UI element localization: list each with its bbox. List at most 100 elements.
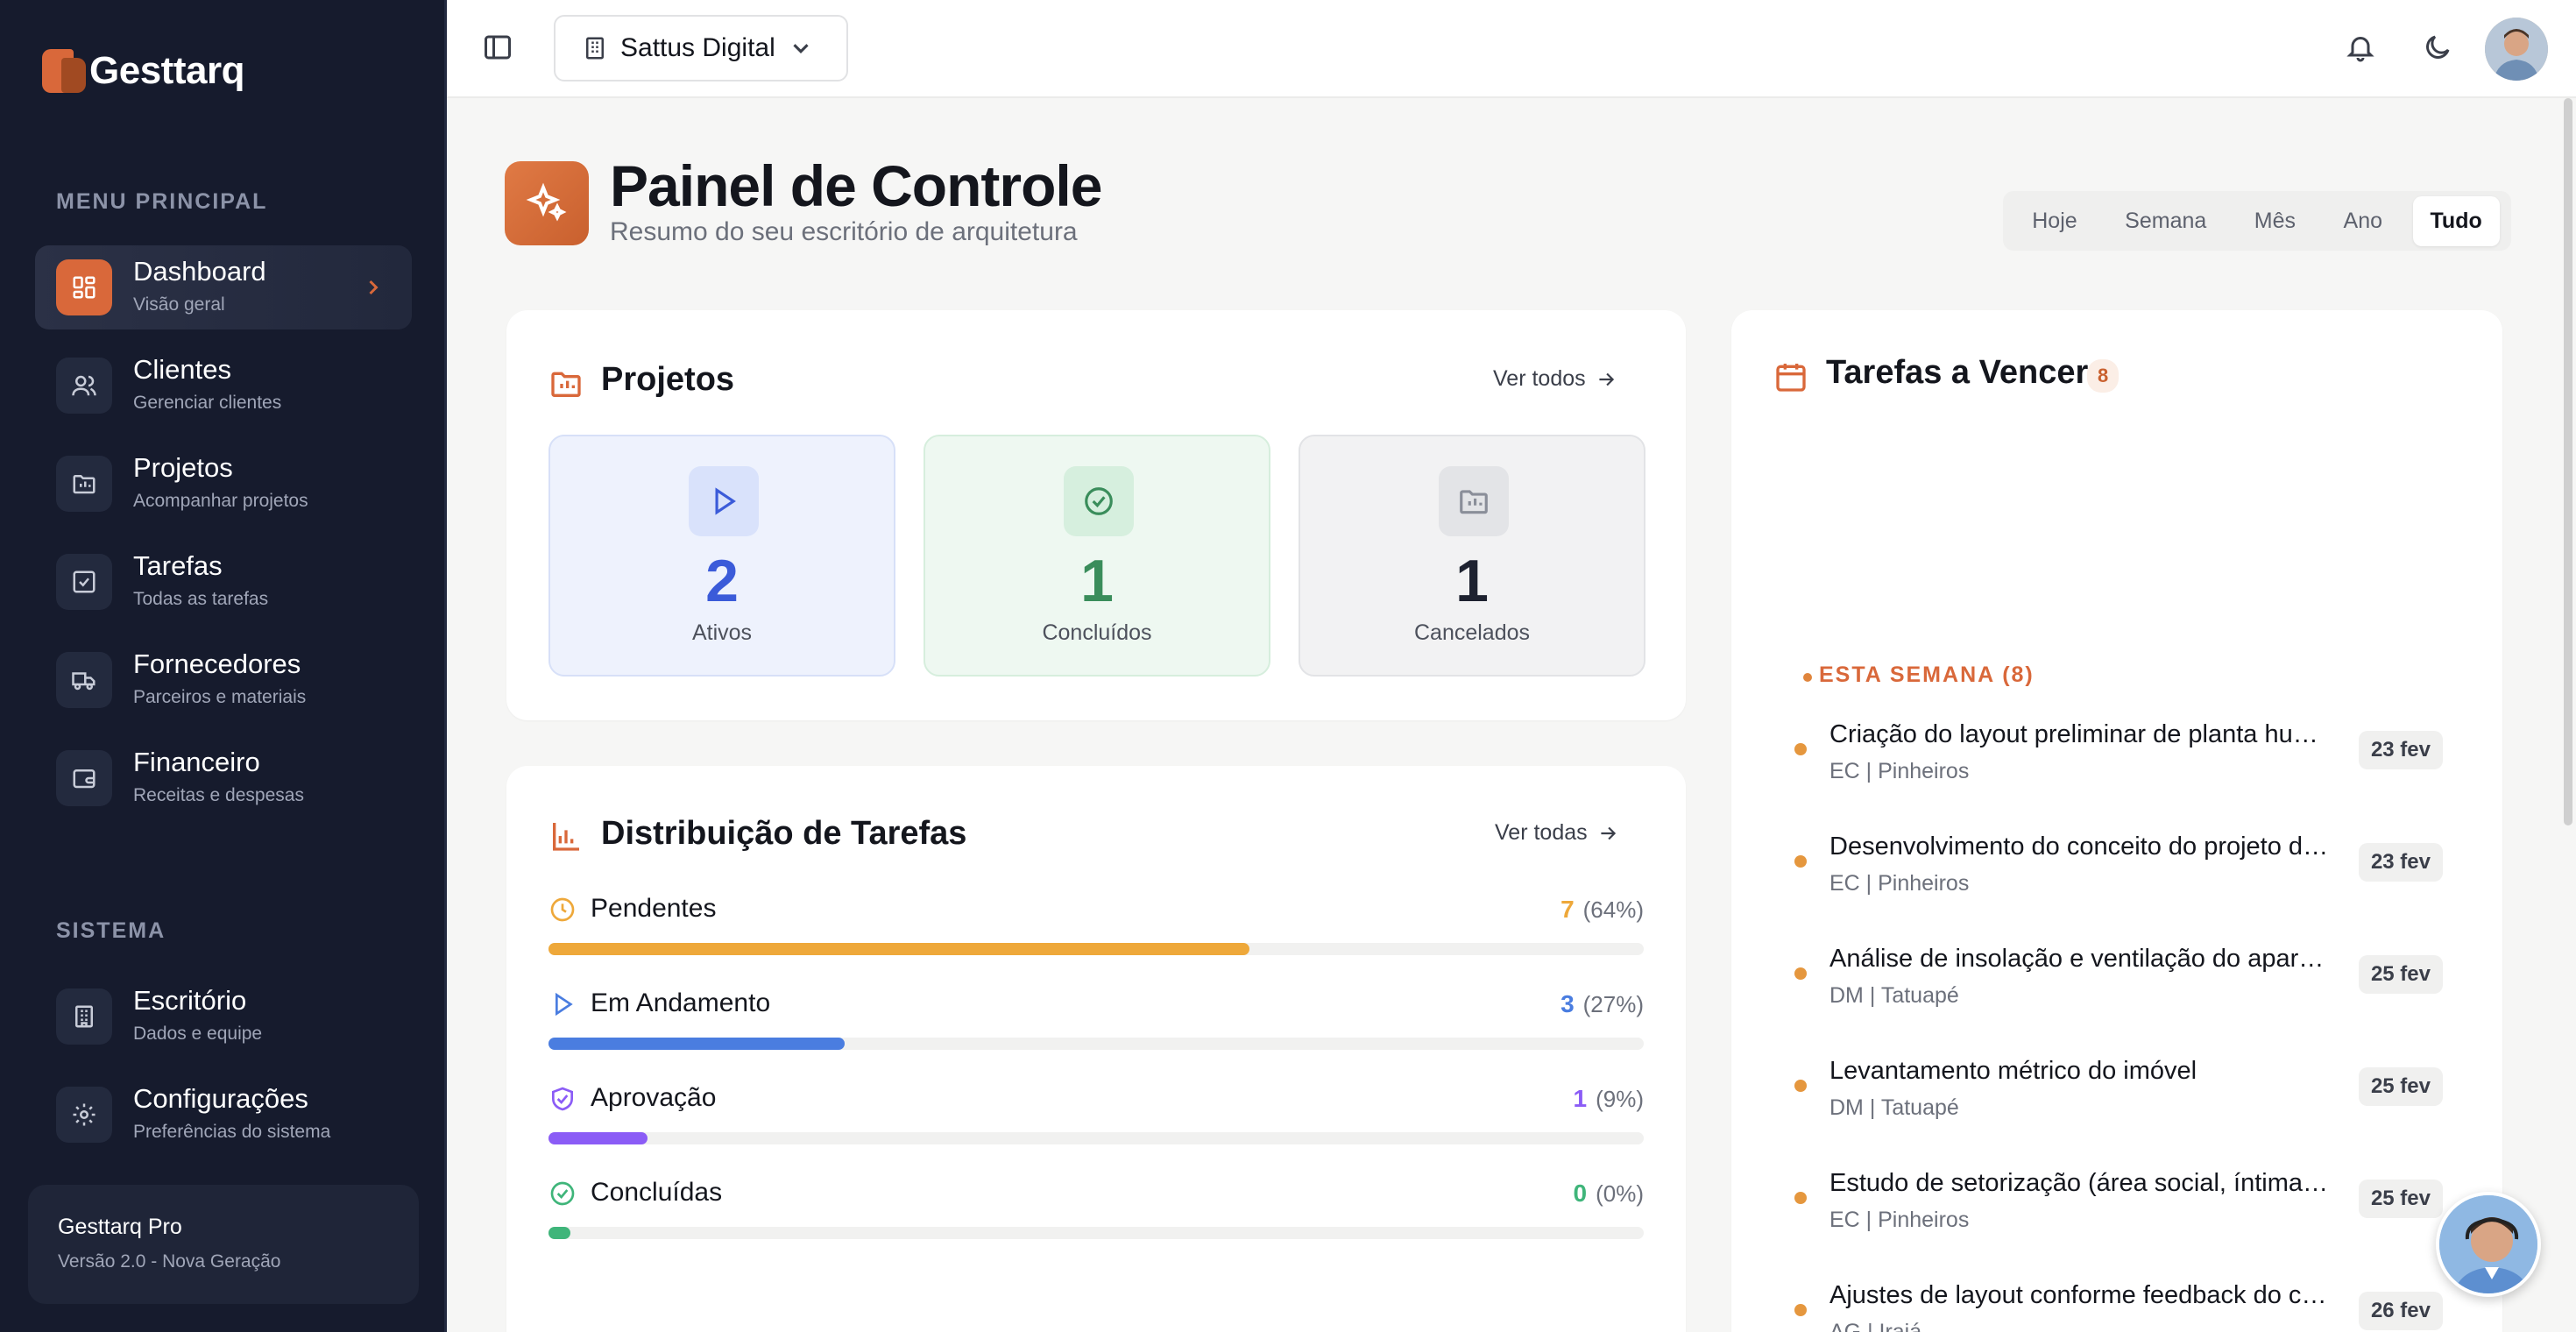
sidebar-item-fornecedores[interactable]: Fornecedores Parceiros e materiais (35, 638, 412, 722)
gear-icon (56, 1087, 112, 1143)
stat-value: 1 (1080, 548, 1114, 614)
app-name: Gesttarq (89, 49, 244, 92)
stat-value: 2 (705, 548, 739, 614)
distribution-label: Concluídas (591, 1178, 723, 1207)
sidebar-item-sub: Visão geral (133, 294, 225, 315)
distribution-count: 3 (1560, 990, 1575, 1017)
folder-icon (56, 456, 112, 512)
task-item[interactable]: Desenvolvimento do conceito do projeto d… (1794, 825, 2443, 913)
menu-section-title: MENU PRINCIPAL (56, 189, 268, 214)
task-item[interactable]: Estudo de setorização (área social, ínti… (1794, 1162, 2443, 1250)
building-icon (586, 37, 604, 60)
distribution-value: 1 (9%) (1574, 1085, 1644, 1113)
sidebar-item-projetos[interactable]: Projetos Acompanhar projetos (35, 442, 412, 526)
distribution-row-aprovacao[interactable]: Aprovação 1 (9%) (548, 1083, 1644, 1146)
stat-concluidos[interactable]: 1 Concluídos (924, 435, 1270, 677)
check-circle-icon (550, 1181, 575, 1206)
distribution-label: Aprovação (591, 1083, 717, 1112)
app-logo[interactable]: Gesttarq (42, 49, 244, 93)
task-due-date: 25 fev (2358, 955, 2443, 994)
sidebar-toggle-icon[interactable] (482, 32, 513, 63)
play-icon (556, 992, 573, 1017)
task-title: Estudo de setorização (área social, ínti… (1829, 1169, 2329, 1197)
task-status-dot (1794, 1192, 1807, 1204)
sidebar-item-sub: Preferências do sistema (133, 1122, 331, 1142)
sidebar-item-dashboard[interactable]: Dashboard Visão geral (35, 245, 412, 329)
progress-fill (548, 1132, 648, 1144)
task-item[interactable]: Análise de insolação e ventilação do apa… (1794, 938, 2443, 1025)
task-due-date: 25 fev (2358, 1180, 2443, 1218)
task-due-date: 23 fev (2358, 843, 2443, 882)
distribution-count: 0 (1573, 1180, 1588, 1207)
task-title: Análise de insolação e ventilação do apa… (1829, 945, 2329, 973)
period-tab-tudo[interactable]: Tudo (2412, 195, 2500, 246)
view-all-projects-link[interactable]: Ver todos (1493, 366, 1617, 392)
folder-icon (551, 372, 581, 397)
sidebar-item-label: Fornecedores (133, 648, 301, 679)
sidebar-item-configuracoes[interactable]: Configurações Preferências do sistema (35, 1073, 412, 1157)
support-agent-icon (2439, 1195, 2537, 1293)
stat-cancelados[interactable]: 1 Cancelados (1299, 435, 1645, 677)
bell-icon[interactable] (2345, 32, 2376, 63)
sidebar-item-sub: Todas as tarefas (133, 589, 269, 609)
check-circle-icon (1064, 466, 1134, 536)
distribution-count: 1 (1573, 1085, 1588, 1112)
distribution-value: 0 (0%) (1574, 1180, 1644, 1208)
stat-ativos[interactable]: 2 Ativos (548, 435, 895, 677)
support-chat-button[interactable] (2436, 1192, 2541, 1297)
sidebar: Gesttarq MENU PRINCIPAL Dashboard Visão … (0, 0, 447, 1332)
task-title: Ajustes de layout conforme feedback do c… (1829, 1281, 2329, 1309)
plan-version: Versão 2.0 - Nova Geração (58, 1251, 281, 1272)
scrollbar[interactable] (2564, 98, 2572, 825)
distribution-count: 7 (1560, 896, 1575, 923)
task-item[interactable]: Criação do layout preliminar de planta h… (1794, 713, 2443, 801)
sidebar-item-label: Escritório (133, 985, 247, 1016)
sidebar-item-sub: Dados e equipe (133, 1024, 263, 1044)
tasks-count-badge: 8 (2087, 359, 2120, 393)
sidebar-item-sub: Receitas e despesas (133, 785, 304, 805)
shield-check-icon (552, 1087, 573, 1111)
view-all-tasks-link[interactable]: Ver todas (1495, 820, 1619, 846)
task-status-dot (1794, 1304, 1807, 1316)
task-due-date: 23 fev (2358, 731, 2443, 769)
sidebar-item-label: Projetos (133, 452, 233, 483)
task-item[interactable]: Ajustes de layout conforme feedback do c… (1794, 1274, 2443, 1332)
organization-name: Sattus Digital (620, 33, 775, 62)
period-tab-semana[interactable]: Semana (2125, 208, 2207, 233)
distribution-row-concluidas[interactable]: Concluídas 0 (0%) (548, 1178, 1644, 1241)
distribution-percent: (9%) (1596, 1086, 1644, 1112)
period-selector: Hoje Semana Mês Ano Tudo (2003, 191, 2511, 251)
week-dot (1803, 673, 1812, 682)
sidebar-item-tarefas[interactable]: Tarefas Todas as tarefas (35, 540, 412, 624)
sidebar-item-clientes[interactable]: Clientes Gerenciar clientes (35, 344, 412, 428)
distribution-value: 3 (27%) (1560, 990, 1644, 1018)
period-tab-hoje[interactable]: Hoje (2032, 208, 2077, 233)
task-client: EC | Pinheiros (1829, 759, 1970, 783)
distribution-title: Distribuição de Tarefas (601, 815, 967, 852)
task-item[interactable]: Levantamento métrico do imóvel DM | Tatu… (1794, 1050, 2443, 1137)
distribution-row-pendentes[interactable]: Pendentes 7 (64%) (548, 894, 1644, 957)
moon-icon[interactable] (2422, 32, 2453, 63)
page-subtitle: Resumo do seu escritório de arquitetura (610, 217, 1078, 246)
progress-track (548, 1132, 1644, 1144)
sidebar-item-sub: Parceiros e materiais (133, 687, 307, 707)
period-tab-ano[interactable]: Ano (2343, 208, 2383, 233)
play-icon (689, 466, 759, 536)
calendar-icon (1776, 364, 1806, 392)
sidebar-item-financeiro[interactable]: Financeiro Receitas e despesas (35, 736, 412, 820)
period-tab-mes[interactable]: Mês (2254, 208, 2296, 233)
upcoming-tasks-card: Tarefas a Vencer 8 ESTA SEMANA (8) Criaç… (1731, 310, 2502, 1332)
sidebar-item-label: Tarefas (133, 550, 223, 581)
organization-select[interactable]: Sattus Digital (554, 15, 848, 81)
view-all-label: Ver todas (1495, 820, 1588, 845)
distribution-percent: (64%) (1582, 896, 1644, 923)
progress-track (548, 1227, 1644, 1239)
avatar[interactable] (2485, 18, 2548, 81)
chevron-right-icon (369, 280, 379, 295)
projects-card: Projetos Ver todos 2 Ativos 1 Concluídos… (506, 310, 1686, 720)
distribution-row-em-andamento[interactable]: Em Andamento 3 (27%) (548, 988, 1644, 1052)
progress-fill (548, 1038, 845, 1050)
sidebar-item-escritorio[interactable]: Escritório Dados e equipe (35, 974, 412, 1059)
system-section-title: SISTEMA (56, 918, 166, 943)
task-status-dot (1794, 967, 1807, 980)
